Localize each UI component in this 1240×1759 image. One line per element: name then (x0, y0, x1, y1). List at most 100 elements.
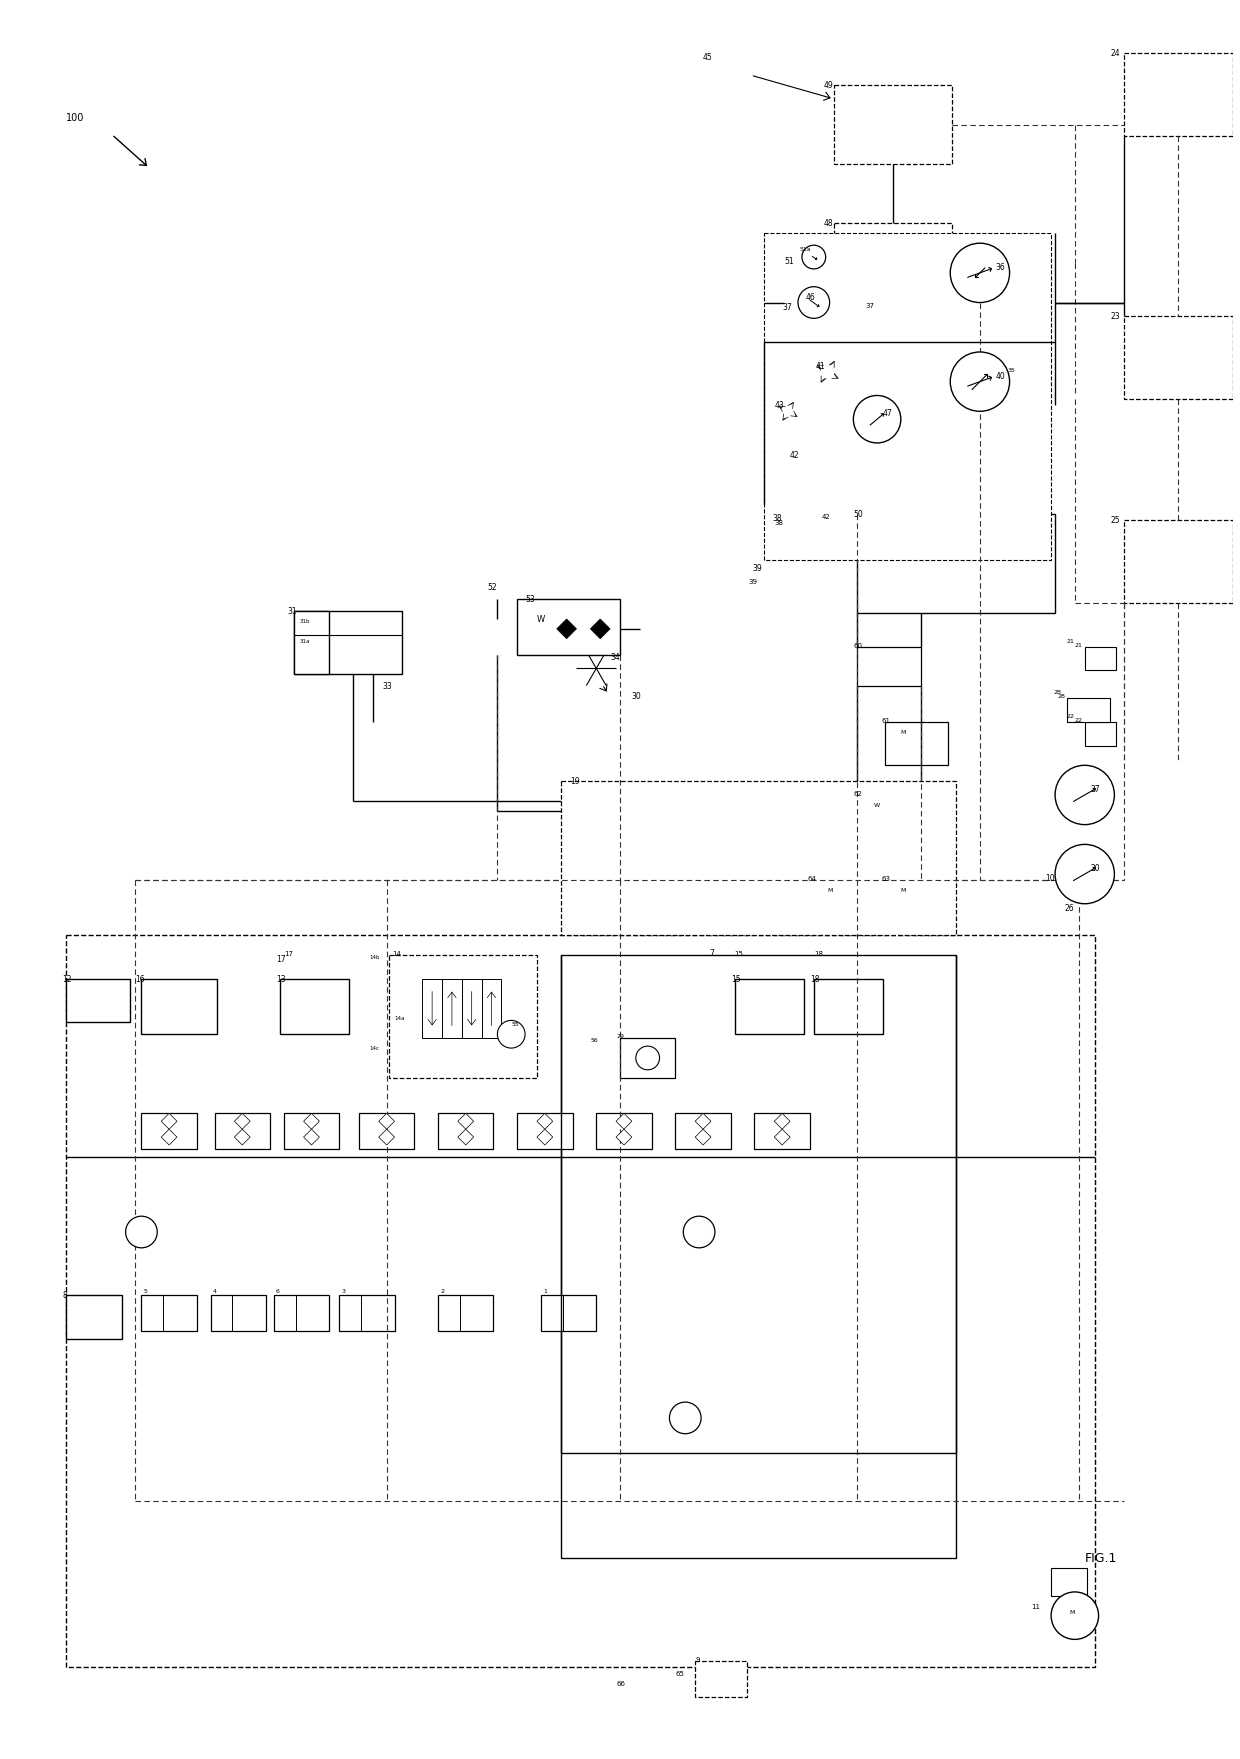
Bar (812, 880, 875, 923)
Polygon shape (161, 1129, 177, 1145)
Bar (438, 1113, 494, 1149)
Text: 46: 46 (806, 292, 816, 301)
Bar (340, 1295, 394, 1332)
Text: 1: 1 (543, 1289, 547, 1295)
Text: 61: 61 (882, 718, 890, 725)
Bar (857, 647, 920, 686)
Text: 25: 25 (1111, 515, 1120, 526)
Circle shape (636, 1047, 660, 1069)
Text: 30: 30 (632, 691, 641, 702)
Text: 14c: 14c (368, 1047, 379, 1052)
Bar (833, 84, 952, 164)
Bar (274, 1295, 330, 1332)
Bar (560, 955, 956, 1558)
Text: 31b: 31b (300, 619, 310, 624)
Bar (358, 1113, 414, 1149)
Text: M: M (900, 730, 905, 735)
Text: 21: 21 (1075, 642, 1083, 647)
Polygon shape (616, 1129, 632, 1145)
Text: 31: 31 (288, 607, 298, 616)
Text: 6: 6 (275, 1289, 280, 1295)
Circle shape (1055, 765, 1115, 825)
Text: 28: 28 (1053, 690, 1061, 695)
Text: 24: 24 (1111, 49, 1120, 58)
Text: 66: 66 (616, 1682, 625, 1687)
Bar (1052, 1569, 1086, 1595)
Circle shape (1052, 1592, 1099, 1639)
Text: 3: 3 (341, 1289, 345, 1295)
Bar (461, 978, 481, 1038)
Text: 38: 38 (773, 514, 782, 522)
Text: 18: 18 (813, 952, 823, 957)
Text: 51: 51 (784, 257, 794, 266)
Text: 55: 55 (511, 1022, 520, 1027)
Text: 22: 22 (1066, 714, 1075, 719)
Text: 39: 39 (749, 579, 758, 586)
Bar (1012, 264, 1047, 287)
Text: 4: 4 (212, 1289, 217, 1295)
Polygon shape (304, 1129, 320, 1145)
Circle shape (497, 1020, 525, 1048)
Polygon shape (696, 1113, 711, 1129)
Text: 37: 37 (866, 303, 874, 308)
Text: 53: 53 (525, 595, 534, 605)
Bar (280, 978, 350, 1034)
Text: 33: 33 (383, 682, 392, 691)
Text: 12: 12 (62, 974, 72, 983)
Bar (560, 781, 956, 936)
Text: 22: 22 (1075, 718, 1083, 723)
Bar (813, 978, 883, 1034)
Polygon shape (696, 1129, 711, 1145)
Text: 27: 27 (1091, 785, 1100, 793)
Text: 10: 10 (1045, 874, 1055, 883)
Circle shape (853, 396, 900, 443)
Text: 28: 28 (1056, 695, 1065, 698)
Text: M: M (1069, 1609, 1074, 1615)
Bar (764, 234, 1052, 559)
Circle shape (802, 245, 826, 269)
Text: 56: 56 (590, 1038, 598, 1043)
Bar (754, 1113, 810, 1149)
Bar (676, 1113, 730, 1149)
Text: 37: 37 (782, 303, 792, 311)
Text: 34: 34 (610, 653, 620, 661)
Text: 19: 19 (570, 777, 580, 786)
Bar (141, 1295, 197, 1332)
Text: 26: 26 (1065, 904, 1075, 913)
Circle shape (683, 1215, 715, 1247)
Bar (481, 978, 501, 1038)
Text: W: W (537, 616, 546, 624)
Bar (620, 1038, 676, 1078)
Bar (517, 1113, 573, 1149)
Text: 51a: 51a (800, 248, 812, 252)
Text: 17: 17 (284, 952, 293, 957)
Text: 14b: 14b (368, 955, 379, 960)
Bar (66, 978, 129, 1022)
Text: 21: 21 (1066, 639, 1075, 644)
Bar (1125, 521, 1233, 603)
Text: 48: 48 (823, 220, 833, 229)
Bar (1066, 698, 1111, 721)
Text: 20: 20 (1091, 864, 1100, 872)
Polygon shape (537, 1113, 553, 1129)
Text: 18: 18 (810, 974, 820, 983)
Text: 8: 8 (62, 1291, 67, 1300)
Polygon shape (537, 1129, 553, 1145)
Bar (885, 721, 949, 765)
Text: 52: 52 (487, 584, 497, 593)
Text: 23: 23 (1111, 313, 1120, 322)
Text: 31a: 31a (300, 639, 310, 644)
Text: FIG.1: FIG.1 (1085, 1553, 1117, 1566)
Polygon shape (234, 1129, 250, 1145)
Polygon shape (590, 619, 610, 639)
Text: 9: 9 (696, 1657, 699, 1664)
Polygon shape (458, 1113, 474, 1129)
Bar (66, 936, 1095, 1668)
Circle shape (950, 352, 1009, 412)
Text: 35: 35 (1008, 368, 1016, 373)
Text: 38: 38 (774, 521, 784, 526)
Bar (885, 880, 949, 923)
Bar (541, 1295, 596, 1332)
Bar (284, 1113, 340, 1149)
Circle shape (125, 1215, 157, 1247)
